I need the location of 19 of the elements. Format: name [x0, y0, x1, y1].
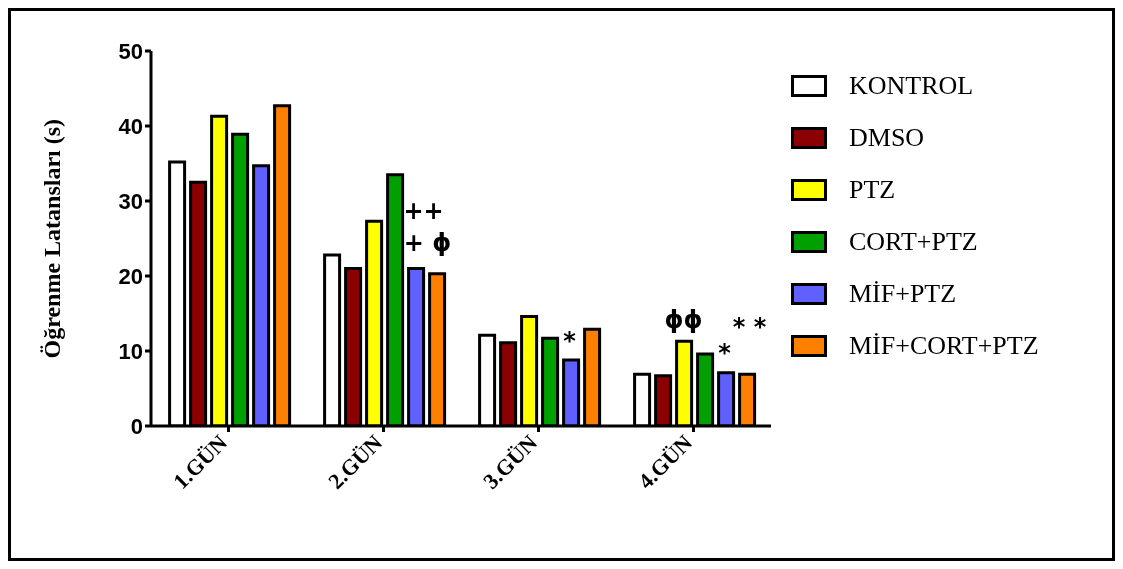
legend-label: CORT+PTZ	[849, 227, 978, 257]
annotation: + ϕ	[403, 229, 452, 258]
y-axis-title: Öğrenme Latansları (s)	[38, 118, 65, 359]
annotation: ++	[403, 197, 444, 226]
annotation: * *	[732, 312, 767, 341]
y-tick-label: 40	[118, 113, 143, 139]
legend-label: MİF+PTZ	[849, 279, 957, 309]
legend-label: KONTROL	[849, 71, 974, 101]
legend-label: DMSO	[849, 123, 925, 153]
legend-label: MİF+CORT+PTZ	[849, 331, 1039, 361]
annotation: *	[718, 339, 732, 368]
legend-label: PTZ	[849, 175, 896, 205]
y-tick-label: 50	[118, 38, 143, 64]
y-tick-label: 0	[130, 413, 143, 439]
y-tick-label: 20	[118, 263, 143, 289]
y-tick-label: 10	[118, 338, 143, 364]
annotation: ϕϕ	[664, 305, 703, 334]
annotation: *	[563, 326, 577, 355]
y-tick-label: 30	[118, 188, 143, 214]
